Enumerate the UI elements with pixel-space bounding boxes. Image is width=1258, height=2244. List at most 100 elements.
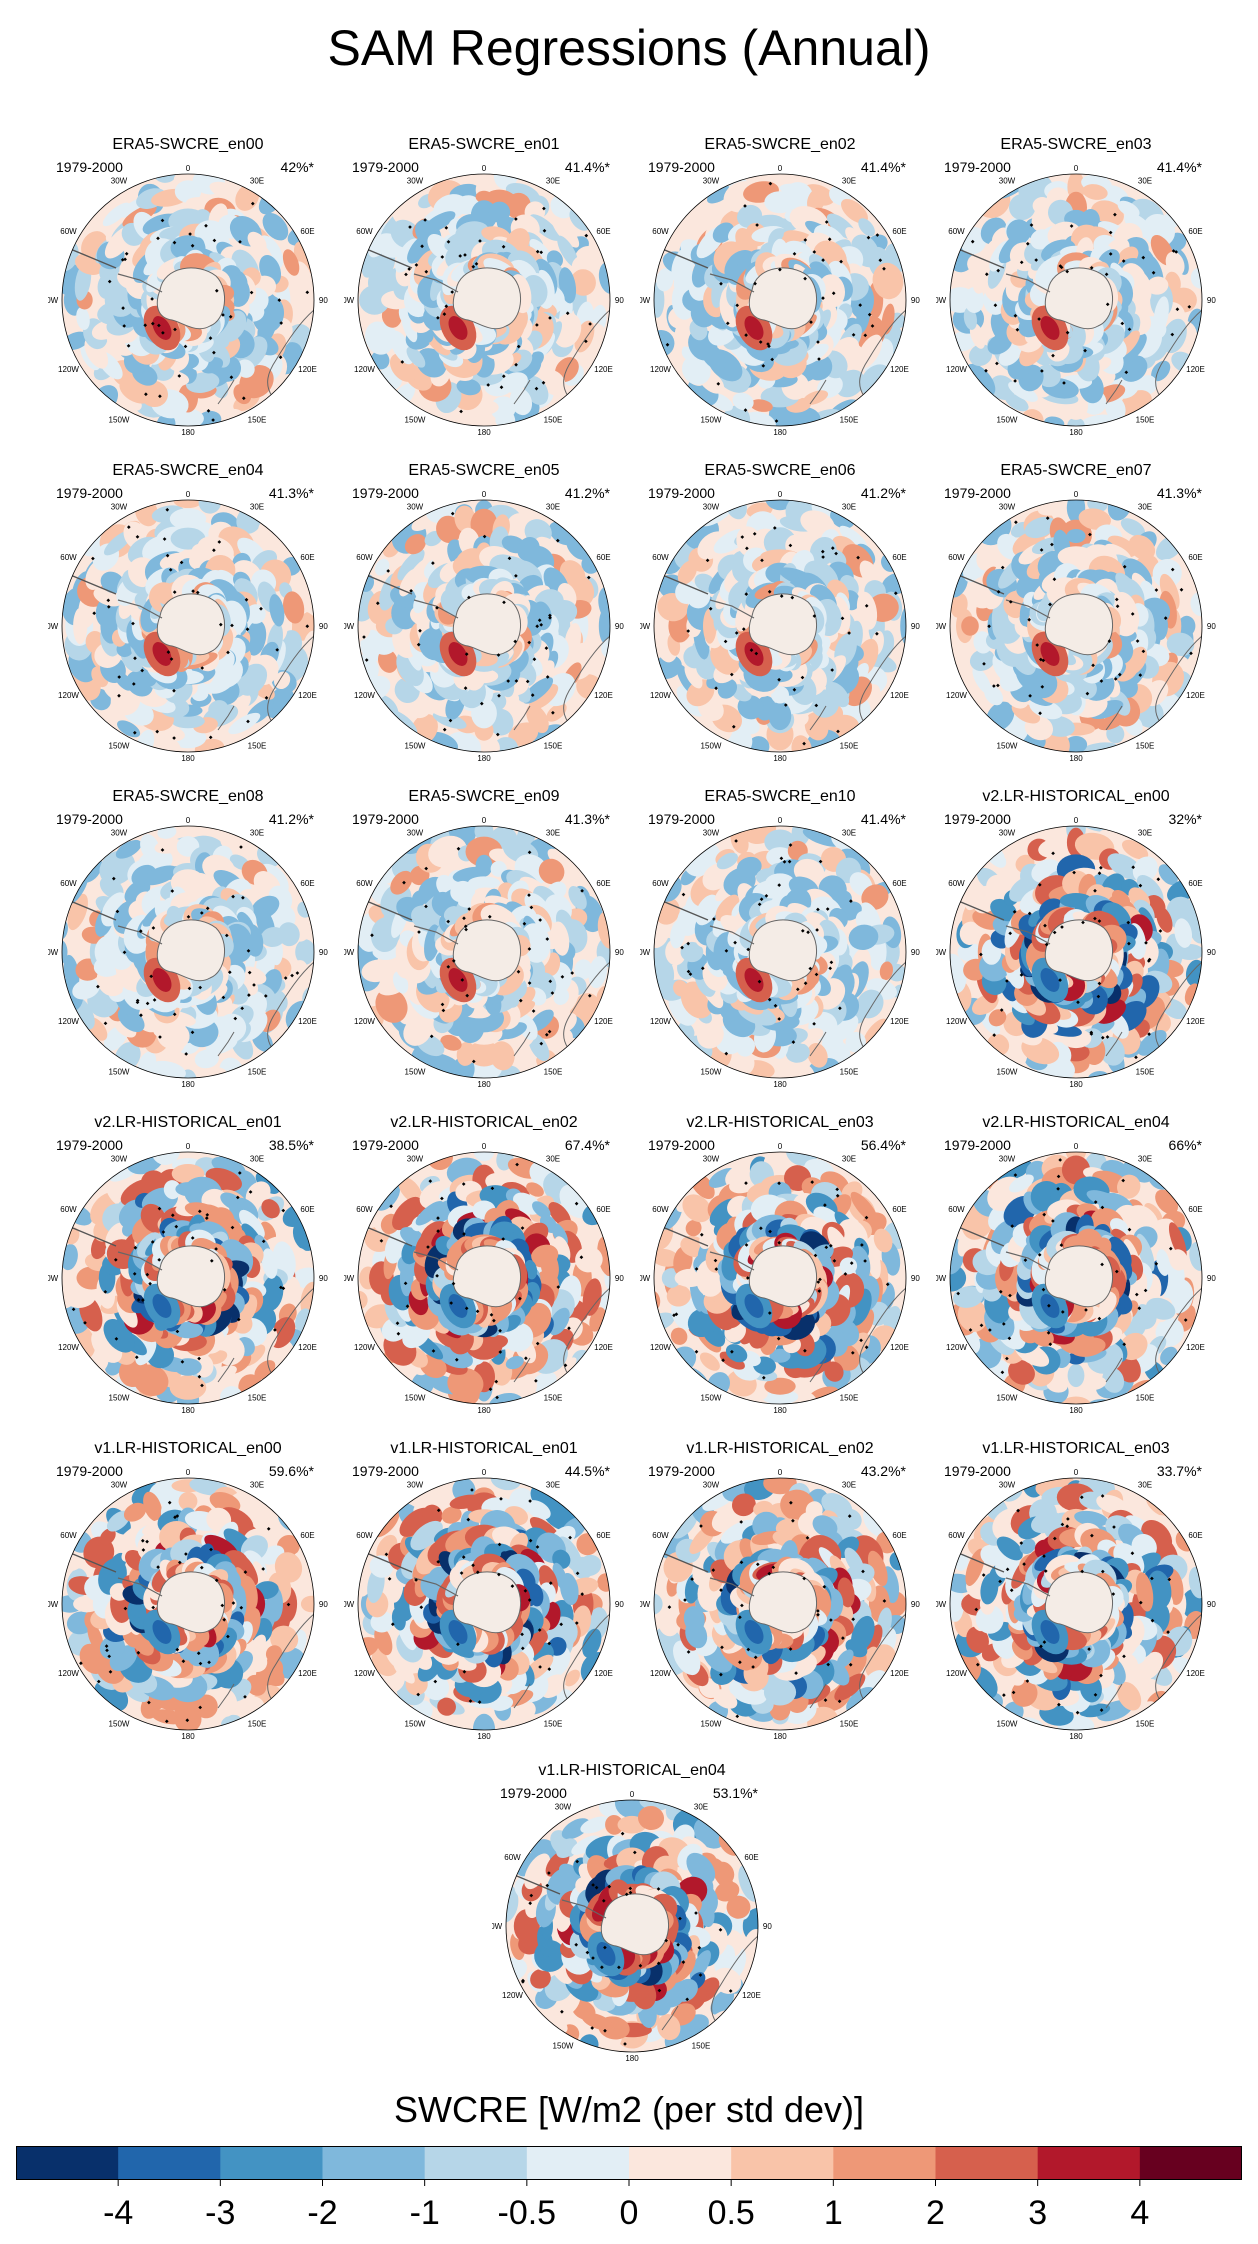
- field-patch: [744, 316, 764, 340]
- longitude-label: 150E: [1136, 742, 1155, 751]
- field-patch: [744, 968, 764, 992]
- longitude-label: 90E: [911, 948, 920, 957]
- longitude-label: 180: [1069, 428, 1083, 437]
- field-patch: [802, 828, 841, 847]
- field-patch: [682, 1194, 712, 1223]
- longitude-label: 120E: [298, 1669, 317, 1678]
- figure-title: SAM Regressions (Annual): [327, 20, 931, 76]
- longitude-label: 60E: [892, 553, 906, 562]
- longitude-label: 90W: [936, 622, 947, 631]
- longitude-label: 150E: [544, 1068, 563, 1077]
- field-patch: [1142, 214, 1176, 247]
- australia-coastline: [563, 309, 610, 397]
- field-patch: [1156, 906, 1173, 933]
- longitude-label: 90W: [936, 948, 947, 957]
- longitude-label: 150W: [109, 1068, 130, 1077]
- map-panel: v2.LR-HISTORICAL_en04 1979-2000 66%* 0 30E 60…: [936, 1114, 1216, 1415]
- field-patch: [715, 894, 740, 922]
- stipple-dot: [1084, 1308, 1088, 1312]
- south-america-coastline: [659, 899, 709, 921]
- field-patch: [392, 1196, 423, 1231]
- stipple-dot: [295, 971, 300, 975]
- field-patch: [441, 1506, 462, 1524]
- panel-variance-percent: 38.5%*: [268, 1137, 314, 1153]
- field-patch: [1137, 1029, 1167, 1056]
- polar-map: 030E60E90E120E150E180150W120W90W60W30W: [344, 490, 624, 763]
- stipple-dot: [446, 919, 451, 924]
- panel-variance-percent: 56.4%*: [860, 1137, 906, 1153]
- field-patch: [1046, 1377, 1068, 1393]
- panel-title: ERA5-SWCRE_en09: [408, 788, 560, 805]
- field-patch: [800, 510, 835, 536]
- stipple-dot: [870, 324, 875, 328]
- stipple-dot: [162, 537, 167, 541]
- field-shading: [62, 1152, 314, 1404]
- longitude-label: 30W: [407, 177, 424, 186]
- longitude-label: 60W: [652, 553, 669, 562]
- antarctica-coastline: [156, 1571, 226, 1634]
- field-patch: [1040, 642, 1060, 666]
- stipple-dot: [524, 1356, 528, 1361]
- field-patch: [991, 227, 1009, 246]
- stipple-dot: [1143, 1288, 1148, 1293]
- longitude-label: 90W: [936, 1274, 947, 1283]
- field-patch: [732, 392, 754, 411]
- stipple-dot: [471, 1059, 476, 1064]
- new-zealand-coastline: [809, 705, 827, 731]
- stipple-dot: [1029, 223, 1034, 227]
- field-patch: [673, 980, 688, 997]
- stipple-dot: [208, 336, 213, 340]
- map-border: [653, 499, 907, 753]
- field-patch: [1107, 535, 1137, 558]
- stipple-dot: [548, 613, 552, 618]
- longitude-label: 60E: [300, 553, 314, 562]
- field-patch: [509, 516, 530, 541]
- field-patch: [804, 712, 829, 741]
- stipple-dot: [1015, 327, 1020, 332]
- field-shading: [358, 174, 610, 426]
- new-zealand-coastline: [809, 1357, 827, 1383]
- stipple-dot: [442, 312, 447, 316]
- panel-period: 1979-2000: [352, 1137, 419, 1153]
- field-patch: [255, 1171, 281, 1194]
- stipple-dot: [816, 907, 820, 912]
- field-patch: [456, 378, 481, 396]
- panel-period: 1979-2000: [56, 485, 123, 501]
- field-patch: [1008, 381, 1038, 402]
- stipple-dot: [122, 324, 127, 328]
- field-patch: [169, 508, 207, 530]
- stipple-dot: [172, 736, 176, 740]
- longitude-label: 30W: [999, 1155, 1016, 1164]
- stipple-dot: [273, 1328, 277, 1332]
- longitude-label: 120W: [354, 365, 375, 374]
- field-patch: [548, 1307, 570, 1336]
- field-patch: [375, 987, 408, 1023]
- stipple-dot: [531, 1009, 536, 1013]
- field-patch: [369, 321, 397, 352]
- field-patch: [1189, 917, 1202, 944]
- field-patch: [1038, 500, 1073, 516]
- longitude-label: 30W: [407, 829, 424, 838]
- australia-coastline: [1155, 309, 1202, 397]
- stipple-dot: [1041, 1287, 1046, 1292]
- stipple-dot: [362, 635, 366, 639]
- longitude-label: 0: [1074, 164, 1079, 173]
- stipple-dot: [514, 574, 518, 578]
- stipple-dot: [496, 653, 501, 657]
- stipple-dot: [1093, 888, 1097, 893]
- polar-map: 030E60E90E120E150E180150W120W90W60W30W: [936, 490, 1216, 763]
- longitude-label: 90E: [319, 296, 328, 305]
- longitude-label: 30W: [999, 503, 1016, 512]
- field-patch: [104, 1358, 122, 1376]
- longitude-label: 60E: [892, 227, 906, 236]
- field-patch: [1009, 1174, 1034, 1193]
- stipple-dot: [774, 419, 779, 423]
- field-patch: [654, 1248, 680, 1267]
- polar-map: 030E60E90E120E150E180150W120W90W60W30W: [640, 164, 920, 437]
- map-panel: v2.LR-HISTORICAL_en01 1979-2000 38.5%* 0 30E…: [48, 1114, 328, 1415]
- longitude-label: 60W: [948, 227, 965, 236]
- field-patch: [63, 954, 80, 991]
- stipple-dot: [450, 290, 455, 294]
- field-patch: [509, 1050, 538, 1069]
- longitude-label: 60E: [300, 1531, 314, 1540]
